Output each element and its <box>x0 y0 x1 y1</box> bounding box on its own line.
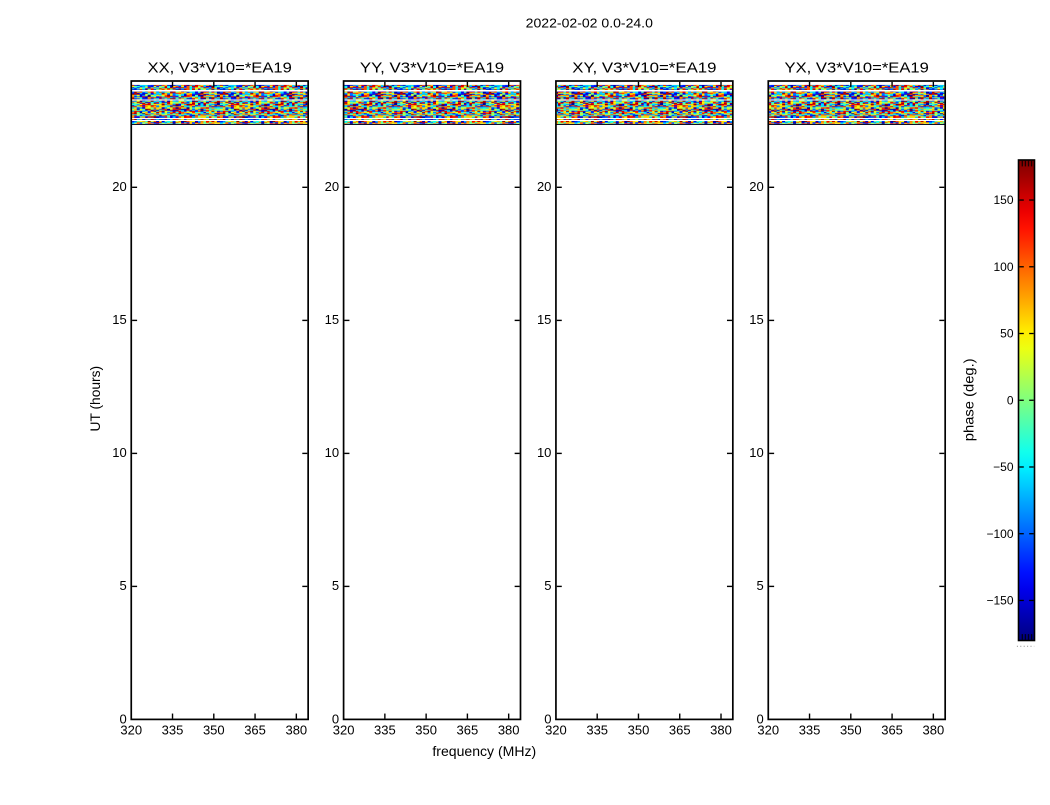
svg-text:0: 0 <box>332 712 339 727</box>
svg-text:350: 350 <box>840 723 862 738</box>
svg-text:320: 320 <box>757 723 779 738</box>
svg-text:0: 0 <box>544 712 551 727</box>
svg-text:0: 0 <box>757 712 764 727</box>
svg-text:100: 100 <box>993 260 1013 274</box>
svg-text:−50: −50 <box>993 460 1014 474</box>
svg-text:10: 10 <box>749 445 763 460</box>
svg-text:5: 5 <box>332 578 339 593</box>
svg-text:320: 320 <box>545 723 567 738</box>
svg-text:XX, V3*V10=*EA19: XX, V3*V10=*EA19 <box>148 59 292 76</box>
svg-text:380: 380 <box>922 723 944 738</box>
svg-text:10: 10 <box>537 445 551 460</box>
svg-text:15: 15 <box>325 312 339 327</box>
svg-text:15: 15 <box>749 312 763 327</box>
svg-text:320: 320 <box>333 723 355 738</box>
svg-text:UT (hours): UT (hours) <box>88 366 103 432</box>
svg-text:5: 5 <box>757 578 764 593</box>
svg-text:150: 150 <box>993 193 1013 207</box>
svg-text:335: 335 <box>162 723 184 738</box>
svg-text:10: 10 <box>112 445 126 460</box>
svg-text:380: 380 <box>285 723 307 738</box>
svg-text:335: 335 <box>799 723 821 738</box>
svg-text:10: 10 <box>325 445 339 460</box>
svg-text:50: 50 <box>1000 327 1014 341</box>
svg-text:365: 365 <box>669 723 691 738</box>
svg-text:20: 20 <box>325 179 339 194</box>
svg-text:380: 380 <box>710 723 732 738</box>
svg-text:XY, V3*V10=*EA19: XY, V3*V10=*EA19 <box>572 59 716 76</box>
svg-text:2022-02-02 0.0-24.0: 2022-02-02 0.0-24.0 <box>526 15 653 30</box>
svg-text:15: 15 <box>112 312 126 327</box>
svg-text:380: 380 <box>498 723 520 738</box>
svg-text:0: 0 <box>1007 393 1014 407</box>
svg-text:−150: −150 <box>986 594 1013 608</box>
svg-text:350: 350 <box>415 723 437 738</box>
svg-text:15: 15 <box>537 312 551 327</box>
svg-text:365: 365 <box>457 723 479 738</box>
svg-text:0: 0 <box>120 712 127 727</box>
svg-text:20: 20 <box>749 179 763 194</box>
svg-text:YY, V3*V10=*EA19: YY, V3*V10=*EA19 <box>360 59 504 76</box>
svg-text:350: 350 <box>628 723 650 738</box>
svg-text:350: 350 <box>203 723 225 738</box>
svg-text:5: 5 <box>120 578 127 593</box>
svg-text:365: 365 <box>244 723 266 738</box>
svg-text:20: 20 <box>112 179 126 194</box>
svg-text:−100: −100 <box>986 527 1013 541</box>
svg-text:335: 335 <box>374 723 396 738</box>
svg-text:5: 5 <box>544 578 551 593</box>
svg-text:YX, V3*V10=*EA19: YX, V3*V10=*EA19 <box>785 59 929 76</box>
svg-text:320: 320 <box>120 723 142 738</box>
svg-text:phase (deg.): phase (deg.) <box>961 358 976 441</box>
svg-text:365: 365 <box>881 723 903 738</box>
svg-text:frequency (MHz): frequency (MHz) <box>432 744 536 759</box>
svg-text:20: 20 <box>537 179 551 194</box>
svg-text:335: 335 <box>586 723 608 738</box>
